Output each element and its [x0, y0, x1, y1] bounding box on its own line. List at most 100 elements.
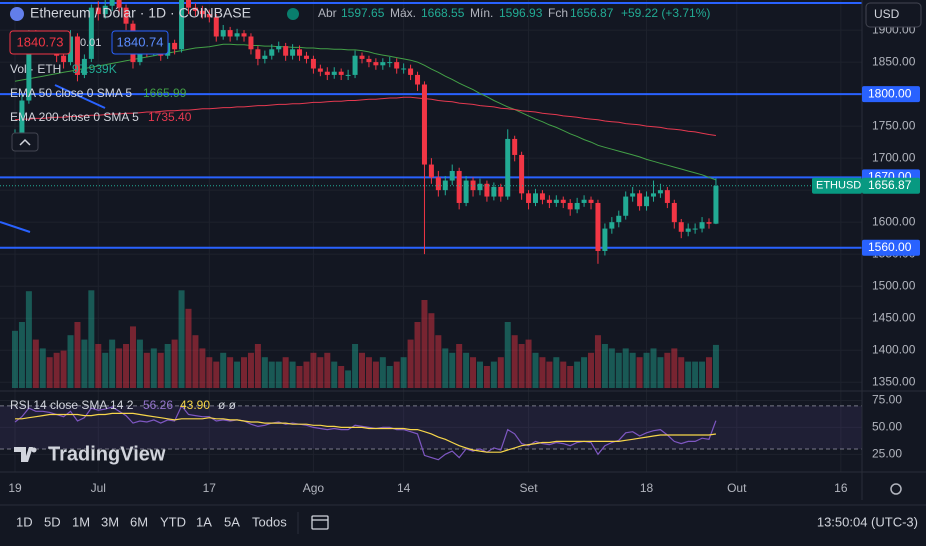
volume-bar: [282, 357, 289, 388]
axes: 1350.001400.001450.001500.001550.001600.…: [8, 22, 920, 495]
candle-body: [560, 199, 566, 203]
range-button[interactable]: Todos: [252, 514, 287, 529]
volume-bar: [164, 344, 171, 388]
candle-body: [692, 228, 698, 230]
range-button[interactable]: 5A: [224, 514, 240, 529]
candle-body: [484, 183, 490, 197]
volume-bar: [671, 348, 678, 388]
y-tick-label: 1450.00: [872, 310, 916, 324]
candle-body: [616, 215, 622, 223]
range-button[interactable]: 3M: [101, 514, 119, 529]
candle-body: [581, 199, 587, 203]
volume-bar: [136, 339, 143, 388]
volume-bar: [289, 361, 296, 388]
volume-pane: [12, 290, 719, 388]
candle-body: [553, 199, 559, 203]
volume-bar: [483, 366, 490, 388]
range-button[interactable]: YTD: [160, 514, 186, 529]
volume-bar: [442, 348, 449, 388]
volume-bar: [497, 357, 504, 388]
candle-body: [338, 71, 344, 75]
candle-body: [220, 30, 226, 37]
candle-body: [276, 46, 282, 50]
volume-bar: [116, 348, 123, 388]
candle-body: [602, 228, 608, 251]
volume-bar: [53, 352, 60, 388]
volume-bar: [185, 308, 192, 388]
candle-body: [206, 14, 212, 18]
date-range-icon[interactable]: [311, 515, 329, 530]
volume-bar: [421, 300, 428, 388]
volume-bar: [192, 335, 199, 388]
y-tick-label: 1500.00: [872, 278, 916, 292]
volume-bar: [12, 330, 18, 388]
candle-body: [366, 58, 372, 63]
x-tick-label: Jul: [91, 481, 106, 495]
range-button[interactable]: 1A: [196, 514, 212, 529]
ema200-legend: EMA 200 close 0 SMA 5: [10, 110, 139, 124]
volume-bar: [678, 357, 685, 388]
range-button[interactable]: 1D: [16, 514, 33, 529]
volume-bar: [636, 357, 643, 388]
volume-bar: [629, 352, 636, 388]
candle-body: [637, 193, 643, 207]
range-button[interactable]: 1M: [72, 514, 90, 529]
volume-bar: [234, 361, 241, 388]
volume-bar: [567, 366, 574, 388]
tradingview-logo: TradingView: [14, 443, 166, 465]
rsi-legend-value: 56.26: [143, 398, 173, 412]
volume-bar: [407, 339, 414, 388]
settings-icon[interactable]: [890, 483, 902, 495]
volume-bar: [296, 366, 303, 388]
candle-body: [248, 36, 254, 50]
range-button[interactable]: 6M: [130, 514, 148, 529]
market-status[interactable]: [287, 8, 299, 20]
candle-body: [359, 55, 365, 59]
x-tick-label: Out: [727, 481, 747, 495]
candle-body: [269, 49, 275, 56]
candle-body: [526, 193, 532, 203]
candle-body: [415, 74, 421, 85]
volume-bar: [46, 357, 53, 388]
volume-bar: [379, 357, 386, 388]
candle-body: [262, 55, 268, 59]
price-pane: [0, 0, 862, 264]
high-value: 1668.55: [421, 6, 465, 20]
x-tick-label: 17: [203, 481, 217, 495]
candle-body: [442, 180, 448, 191]
currency: USD: [874, 7, 900, 21]
candle-body: [227, 30, 233, 37]
rsi-band-fill: [0, 405, 862, 449]
candle-body: [373, 62, 379, 66]
candle-body: [192, 7, 198, 11]
candle-body: [512, 138, 518, 155]
volume-bar: [511, 335, 518, 388]
collapse-button[interactable]: [11, 132, 39, 152]
volume-bar: [247, 352, 254, 388]
x-tick-label: 19: [8, 481, 22, 495]
volume-bar: [254, 344, 261, 388]
volume-legend: Vol · ETH: [10, 62, 61, 76]
logo-dot: [31, 447, 37, 453]
level-tag: [862, 86, 920, 103]
volume-bar: [588, 352, 595, 388]
candle-body: [505, 138, 511, 197]
currency-button[interactable]: [865, 2, 922, 28]
volume-legend-value: 97.939K: [72, 62, 117, 76]
symbol-tag-label: ETHUSD: [816, 180, 861, 192]
volume-bar: [706, 357, 712, 388]
volume-bar: [643, 352, 650, 388]
logo-icon: [14, 447, 33, 462]
candle-body: [283, 46, 289, 56]
sell-button[interactable]: [9, 30, 71, 55]
x-tick-label: 18: [640, 481, 654, 495]
buy-button[interactable]: [111, 30, 169, 55]
candle-body: [255, 49, 261, 59]
volume-bar: [650, 348, 657, 388]
range-button[interactable]: 5D: [44, 514, 61, 529]
ema200-legend-value: 1735.40: [148, 110, 192, 124]
volume-bar: [331, 361, 338, 388]
candle-body: [470, 180, 476, 191]
